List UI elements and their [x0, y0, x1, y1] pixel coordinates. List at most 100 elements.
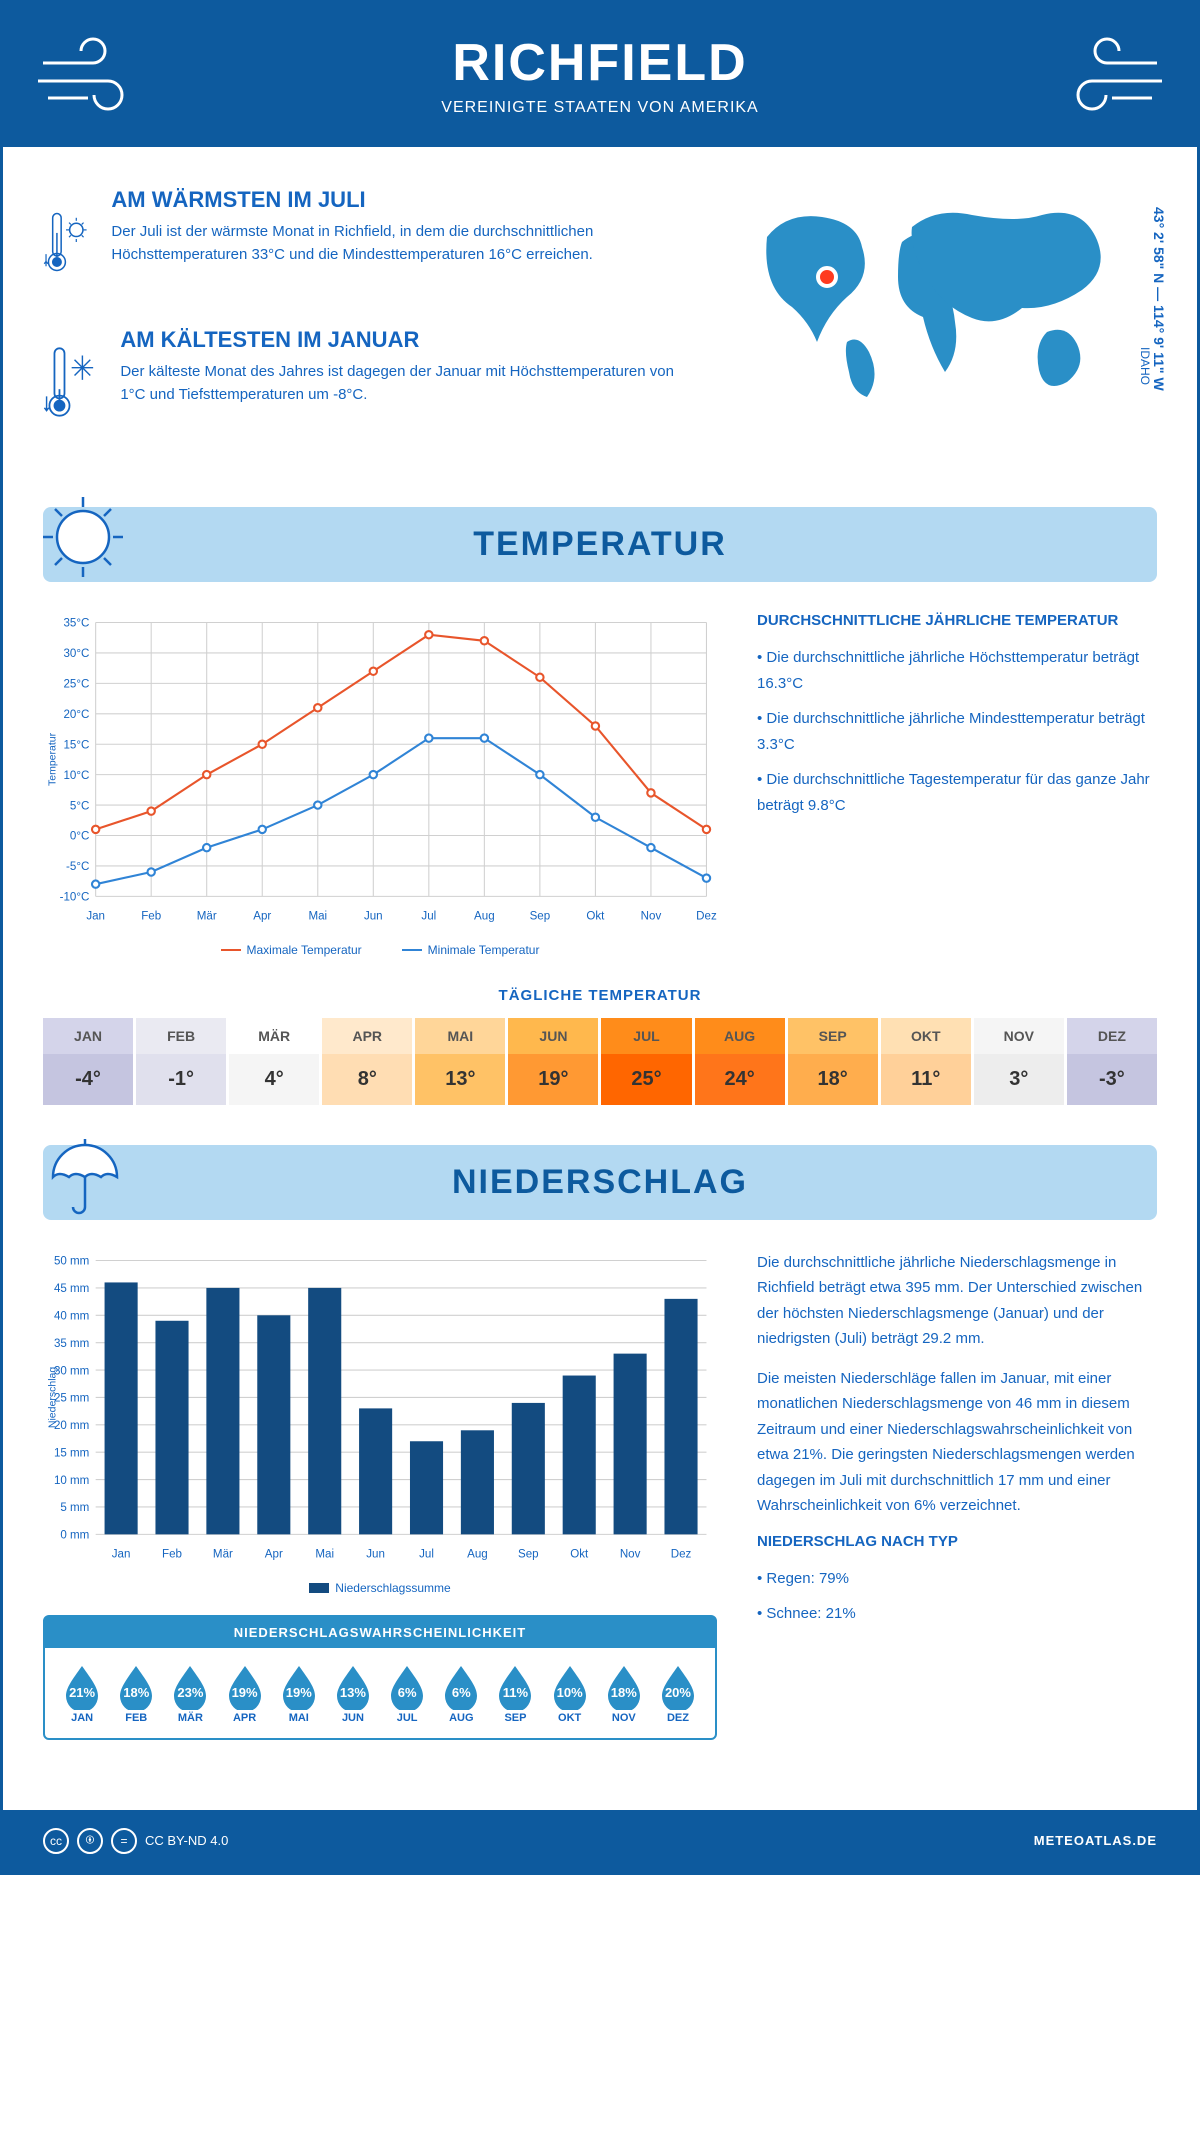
temp-legend: Maximale Temperatur Minimale Temperatur: [43, 943, 717, 957]
warmest-title: AM WÄRMSTEN IM JULI: [111, 187, 697, 213]
month-cell: APR8°: [322, 1018, 412, 1105]
svg-text:Jul: Jul: [419, 1548, 434, 1560]
svg-text:Sep: Sep: [518, 1548, 539, 1560]
probability-drop: 19%APR: [218, 1662, 272, 1724]
svg-text:Mai: Mai: [308, 911, 327, 923]
svg-text:Feb: Feb: [162, 1548, 182, 1560]
coldest-title: AM KÄLTESTEN IM JANUAR: [120, 327, 697, 353]
month-cell: OKT11°: [881, 1018, 971, 1105]
month-cell: JUL25°: [601, 1018, 691, 1105]
svg-text:20°C: 20°C: [63, 709, 89, 721]
probability-drop: 6%JUL: [380, 1662, 434, 1724]
probability-drop: 19%MAI: [272, 1662, 326, 1724]
svg-text:Jul: Jul: [421, 911, 436, 923]
page-title: RICHFIELD: [43, 33, 1157, 93]
infographic-frame: RICHFIELD VEREINIGTE STAATEN VON AMERIKA…: [0, 0, 1200, 1875]
temp-bullets: • Die durchschnittliche jährliche Höchst…: [757, 645, 1157, 818]
svg-text:Mär: Mär: [197, 911, 217, 923]
coordinates: 43° 2' 58" N — 114° 9' 11" W: [1151, 207, 1167, 391]
precip-rain: • Regen: 79%: [757, 1566, 1157, 1592]
month-cell: JUN19°: [508, 1018, 598, 1105]
daily-temp-title: TÄGLICHE TEMPERATUR: [43, 987, 1157, 1004]
svg-text:30 mm: 30 mm: [54, 1365, 89, 1377]
wind-icon-left: [33, 33, 153, 113]
svg-text:15 mm: 15 mm: [54, 1447, 89, 1459]
precip-legend: Niederschlagssumme: [43, 1581, 717, 1595]
temperature-title: TEMPERATUR: [83, 525, 1117, 564]
temperature-line-chart: -10°C-5°C0°C5°C10°C15°C20°C25°C30°C35°CJ…: [43, 612, 717, 928]
svg-text:Nov: Nov: [620, 1548, 641, 1560]
svg-text:Jun: Jun: [364, 911, 383, 923]
svg-text:5°C: 5°C: [70, 800, 89, 812]
month-cell: JAN-4°: [43, 1018, 133, 1105]
precip-banner: NIEDERSCHLAG: [43, 1145, 1157, 1220]
coldest-text: Der kälteste Monat des Jahres ist dagege…: [120, 361, 697, 406]
temp-bullet: • Die durchschnittliche Tagestemperatur …: [757, 767, 1157, 818]
header: RICHFIELD VEREINIGTE STAATEN VON AMERIKA: [3, 3, 1197, 147]
probability-title: NIEDERSCHLAGSWAHRSCHEINLICHKEIT: [45, 1617, 715, 1648]
svg-text:40 mm: 40 mm: [54, 1310, 89, 1322]
month-cell: NOV3°: [974, 1018, 1064, 1105]
probability-drop: 6%AUG: [434, 1662, 488, 1724]
sun-icon: [33, 487, 133, 587]
svg-text:Aug: Aug: [474, 911, 495, 923]
month-cell: MÄR4°: [229, 1018, 319, 1105]
svg-text:Sep: Sep: [530, 911, 551, 923]
license-text: CC BY-ND 4.0: [145, 1833, 228, 1848]
svg-text:Jun: Jun: [366, 1548, 385, 1560]
precip-bar-chart: 0 mm5 mm10 mm15 mm20 mm25 mm30 mm35 mm40…: [43, 1250, 717, 1566]
precip-para1: Die durchschnittliche jährliche Niedersc…: [757, 1250, 1157, 1352]
svg-text:10 mm: 10 mm: [54, 1475, 89, 1487]
temperature-banner: TEMPERATUR: [43, 507, 1157, 582]
page-subtitle: VEREINIGTE STAATEN VON AMERIKA: [43, 99, 1157, 117]
state-label: IDAHO: [1138, 347, 1152, 385]
svg-text:Jan: Jan: [86, 911, 105, 923]
svg-text:15°C: 15°C: [63, 739, 89, 751]
precip-type-title: NIEDERSCHLAG NACH TYP: [757, 1533, 1157, 1550]
temp-bullet: • Die durchschnittliche jährliche Mindes…: [757, 706, 1157, 757]
probability-drop: 11%SEP: [488, 1662, 542, 1724]
daily-temp-grid: JAN-4°FEB-1°MÄR4°APR8°MAI13°JUN19°JUL25°…: [43, 1018, 1157, 1105]
site-name: METEOATLAS.DE: [1034, 1833, 1157, 1848]
probability-drop: 10%OKT: [543, 1662, 597, 1724]
svg-text:Aug: Aug: [467, 1548, 488, 1560]
footer: cc 🅯 = CC BY-ND 4.0 METEOATLAS.DE: [3, 1810, 1197, 1872]
by-icon: 🅯: [77, 1828, 103, 1854]
svg-text:Temperatur: Temperatur: [47, 732, 59, 786]
svg-text:25 mm: 25 mm: [54, 1393, 89, 1405]
svg-text:5 mm: 5 mm: [60, 1502, 89, 1514]
world-map: [737, 187, 1137, 407]
svg-text:0°C: 0°C: [70, 831, 89, 843]
svg-text:Dez: Dez: [671, 1548, 692, 1560]
thermometer-cold-icon: [43, 327, 100, 437]
thermometer-hot-icon: [43, 187, 91, 297]
precip-title: NIEDERSCHLAG: [83, 1163, 1117, 1202]
svg-text:20 mm: 20 mm: [54, 1420, 89, 1432]
probability-drop: 21%JAN: [55, 1662, 109, 1724]
umbrella-icon: [33, 1125, 133, 1225]
svg-text:Dez: Dez: [696, 911, 717, 923]
wind-icon-right: [1047, 33, 1167, 113]
cc-icon: cc: [43, 1828, 69, 1854]
month-cell: DEZ-3°: [1067, 1018, 1157, 1105]
svg-text:Mai: Mai: [315, 1548, 334, 1560]
svg-text:-10°C: -10°C: [60, 892, 90, 904]
svg-text:30°C: 30°C: [63, 648, 89, 660]
precip-snow: • Schnee: 21%: [757, 1601, 1157, 1627]
month-cell: FEB-1°: [136, 1018, 226, 1105]
svg-text:0 mm: 0 mm: [60, 1529, 89, 1541]
probability-drop: 20%DEZ: [651, 1662, 705, 1724]
month-cell: AUG24°: [695, 1018, 785, 1105]
svg-text:Apr: Apr: [253, 911, 271, 923]
avg-temp-title: DURCHSCHNITTLICHE JÄHRLICHE TEMPERATUR: [757, 612, 1157, 629]
svg-text:Nov: Nov: [641, 911, 662, 923]
svg-text:45 mm: 45 mm: [54, 1283, 89, 1295]
svg-text:35°C: 35°C: [63, 618, 89, 630]
svg-text:50 mm: 50 mm: [54, 1256, 89, 1268]
svg-text:Jan: Jan: [112, 1548, 131, 1560]
svg-text:25°C: 25°C: [63, 679, 89, 691]
nd-icon: =: [111, 1828, 137, 1854]
svg-text:Niederschlag: Niederschlag: [47, 1367, 59, 1429]
precip-para2: Die meisten Niederschläge fallen im Janu…: [757, 1366, 1157, 1519]
svg-text:Feb: Feb: [141, 911, 161, 923]
